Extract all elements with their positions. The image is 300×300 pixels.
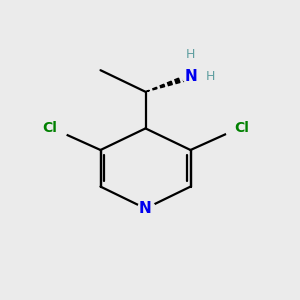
Text: Cl: Cl: [234, 122, 249, 135]
Polygon shape: [160, 84, 165, 88]
Polygon shape: [175, 78, 180, 83]
Polygon shape: [146, 90, 149, 92]
Text: H: H: [186, 47, 195, 61]
Polygon shape: [153, 87, 157, 90]
Text: N: N: [139, 201, 152, 216]
Polygon shape: [167, 81, 172, 86]
Ellipse shape: [178, 50, 218, 86]
Text: N: N: [184, 69, 197, 84]
Polygon shape: [182, 75, 188, 81]
Text: H: H: [205, 70, 215, 83]
Text: Cl: Cl: [42, 122, 57, 135]
